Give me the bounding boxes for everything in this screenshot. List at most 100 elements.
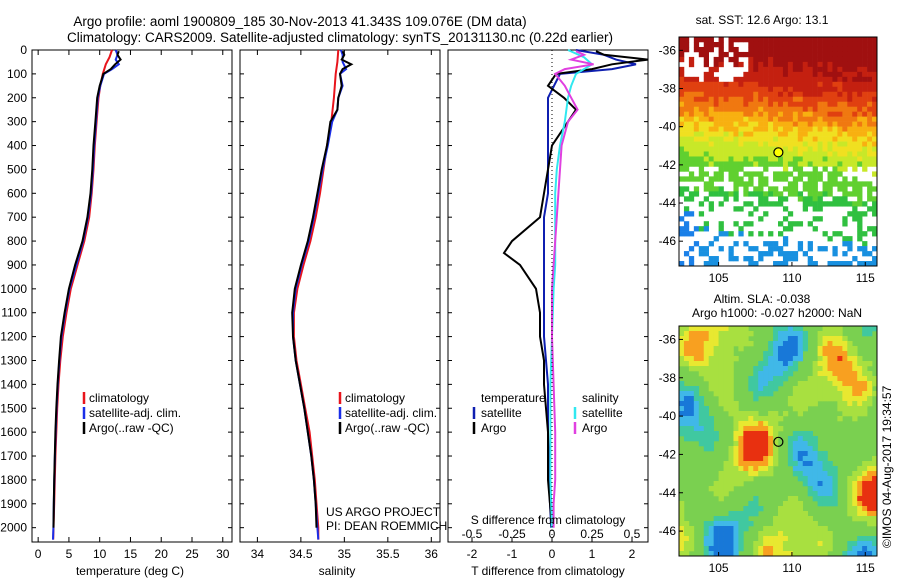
map-cell — [773, 371, 779, 377]
map-cell — [688, 161, 695, 167]
map-cell — [713, 61, 719, 68]
map-cell — [768, 361, 774, 367]
map-cell — [718, 136, 724, 142]
map-cell — [698, 51, 705, 58]
map-cell — [812, 486, 818, 492]
map-cell — [758, 391, 764, 397]
map-cell — [792, 221, 799, 227]
map-cell — [748, 151, 754, 157]
map-cell — [867, 131, 873, 137]
map-cell — [693, 101, 700, 107]
map-cell — [688, 76, 695, 83]
map-cell — [713, 541, 719, 547]
map-cell — [738, 446, 744, 452]
map-cell — [792, 51, 799, 58]
map-cell — [733, 166, 739, 172]
map-cell — [867, 101, 873, 107]
map-cell — [679, 386, 685, 392]
map-cell — [822, 331, 828, 337]
map-cell — [753, 436, 759, 442]
map-cell — [837, 336, 843, 342]
map-cell — [837, 136, 843, 142]
map-cell — [872, 141, 878, 147]
argo-position-marker — [773, 147, 784, 158]
map-cell — [782, 256, 789, 262]
map-cell — [857, 411, 863, 417]
map-cell — [708, 111, 714, 117]
map-cell — [817, 366, 823, 372]
map-cell — [837, 351, 843, 357]
map-cell — [773, 56, 779, 63]
map-cell — [822, 376, 828, 382]
map-cell — [797, 461, 804, 467]
map-cell — [768, 451, 774, 457]
map-cell — [832, 46, 838, 53]
map-cell — [787, 37, 794, 43]
map-cell — [728, 251, 734, 257]
map-cell — [862, 116, 868, 122]
map-cell — [679, 356, 685, 362]
map-cell — [748, 501, 754, 507]
map-cell — [758, 431, 764, 437]
map-cell — [852, 506, 858, 512]
map-cell — [688, 396, 695, 402]
map-cell — [723, 481, 729, 487]
map-cell — [778, 326, 784, 332]
map-cell — [738, 461, 744, 467]
map-cell — [773, 336, 779, 342]
map-cell — [688, 331, 695, 337]
map-cell — [857, 366, 863, 372]
map-cell — [758, 231, 764, 237]
map-cell — [698, 356, 705, 362]
map-cell — [862, 371, 868, 377]
map-cell — [812, 491, 818, 497]
map-cell — [708, 201, 714, 207]
map-cell — [708, 106, 714, 112]
map-cell — [822, 37, 828, 43]
map-cell — [862, 461, 868, 467]
map-cell — [679, 331, 685, 337]
map-cell — [807, 46, 813, 53]
map-cell — [773, 451, 779, 457]
map-cell — [763, 426, 769, 432]
map-cell — [773, 246, 779, 252]
map-cell — [679, 506, 685, 512]
map-cell — [812, 521, 818, 527]
map-cell — [768, 371, 774, 377]
map-cell — [812, 396, 818, 402]
map-cell — [753, 111, 759, 117]
map-cell — [738, 76, 744, 83]
map-cell — [842, 71, 848, 78]
map-cell — [718, 481, 724, 487]
map-cell — [773, 381, 779, 387]
map-cell — [847, 346, 853, 352]
map-cell — [698, 126, 705, 132]
map-cell — [718, 56, 724, 63]
map-cell — [738, 531, 744, 537]
map-cell — [862, 386, 868, 392]
map-cell — [738, 411, 744, 417]
map-cell — [802, 66, 808, 73]
map-cell — [733, 466, 739, 472]
map-cell — [718, 151, 724, 157]
map-cell — [802, 76, 808, 83]
map-cell — [832, 181, 838, 187]
map-cell — [857, 186, 863, 192]
map-cell — [683, 41, 690, 48]
map-cell — [852, 76, 858, 83]
map-cell — [743, 521, 749, 527]
map-cell — [862, 411, 868, 417]
map-cell — [683, 37, 690, 43]
y-tick-label: 700 — [7, 210, 27, 224]
map-cell — [872, 486, 878, 492]
map-cell — [807, 151, 813, 157]
map-cell — [807, 451, 813, 457]
map-cell — [683, 76, 690, 83]
map-cell — [852, 516, 858, 522]
map-cell — [718, 396, 724, 402]
map-cell — [852, 131, 858, 137]
map-cell — [683, 226, 690, 232]
map-cell — [773, 446, 779, 452]
map-cell — [857, 126, 863, 132]
legend-label-argo: Argo(..raw -QC) — [89, 421, 174, 435]
